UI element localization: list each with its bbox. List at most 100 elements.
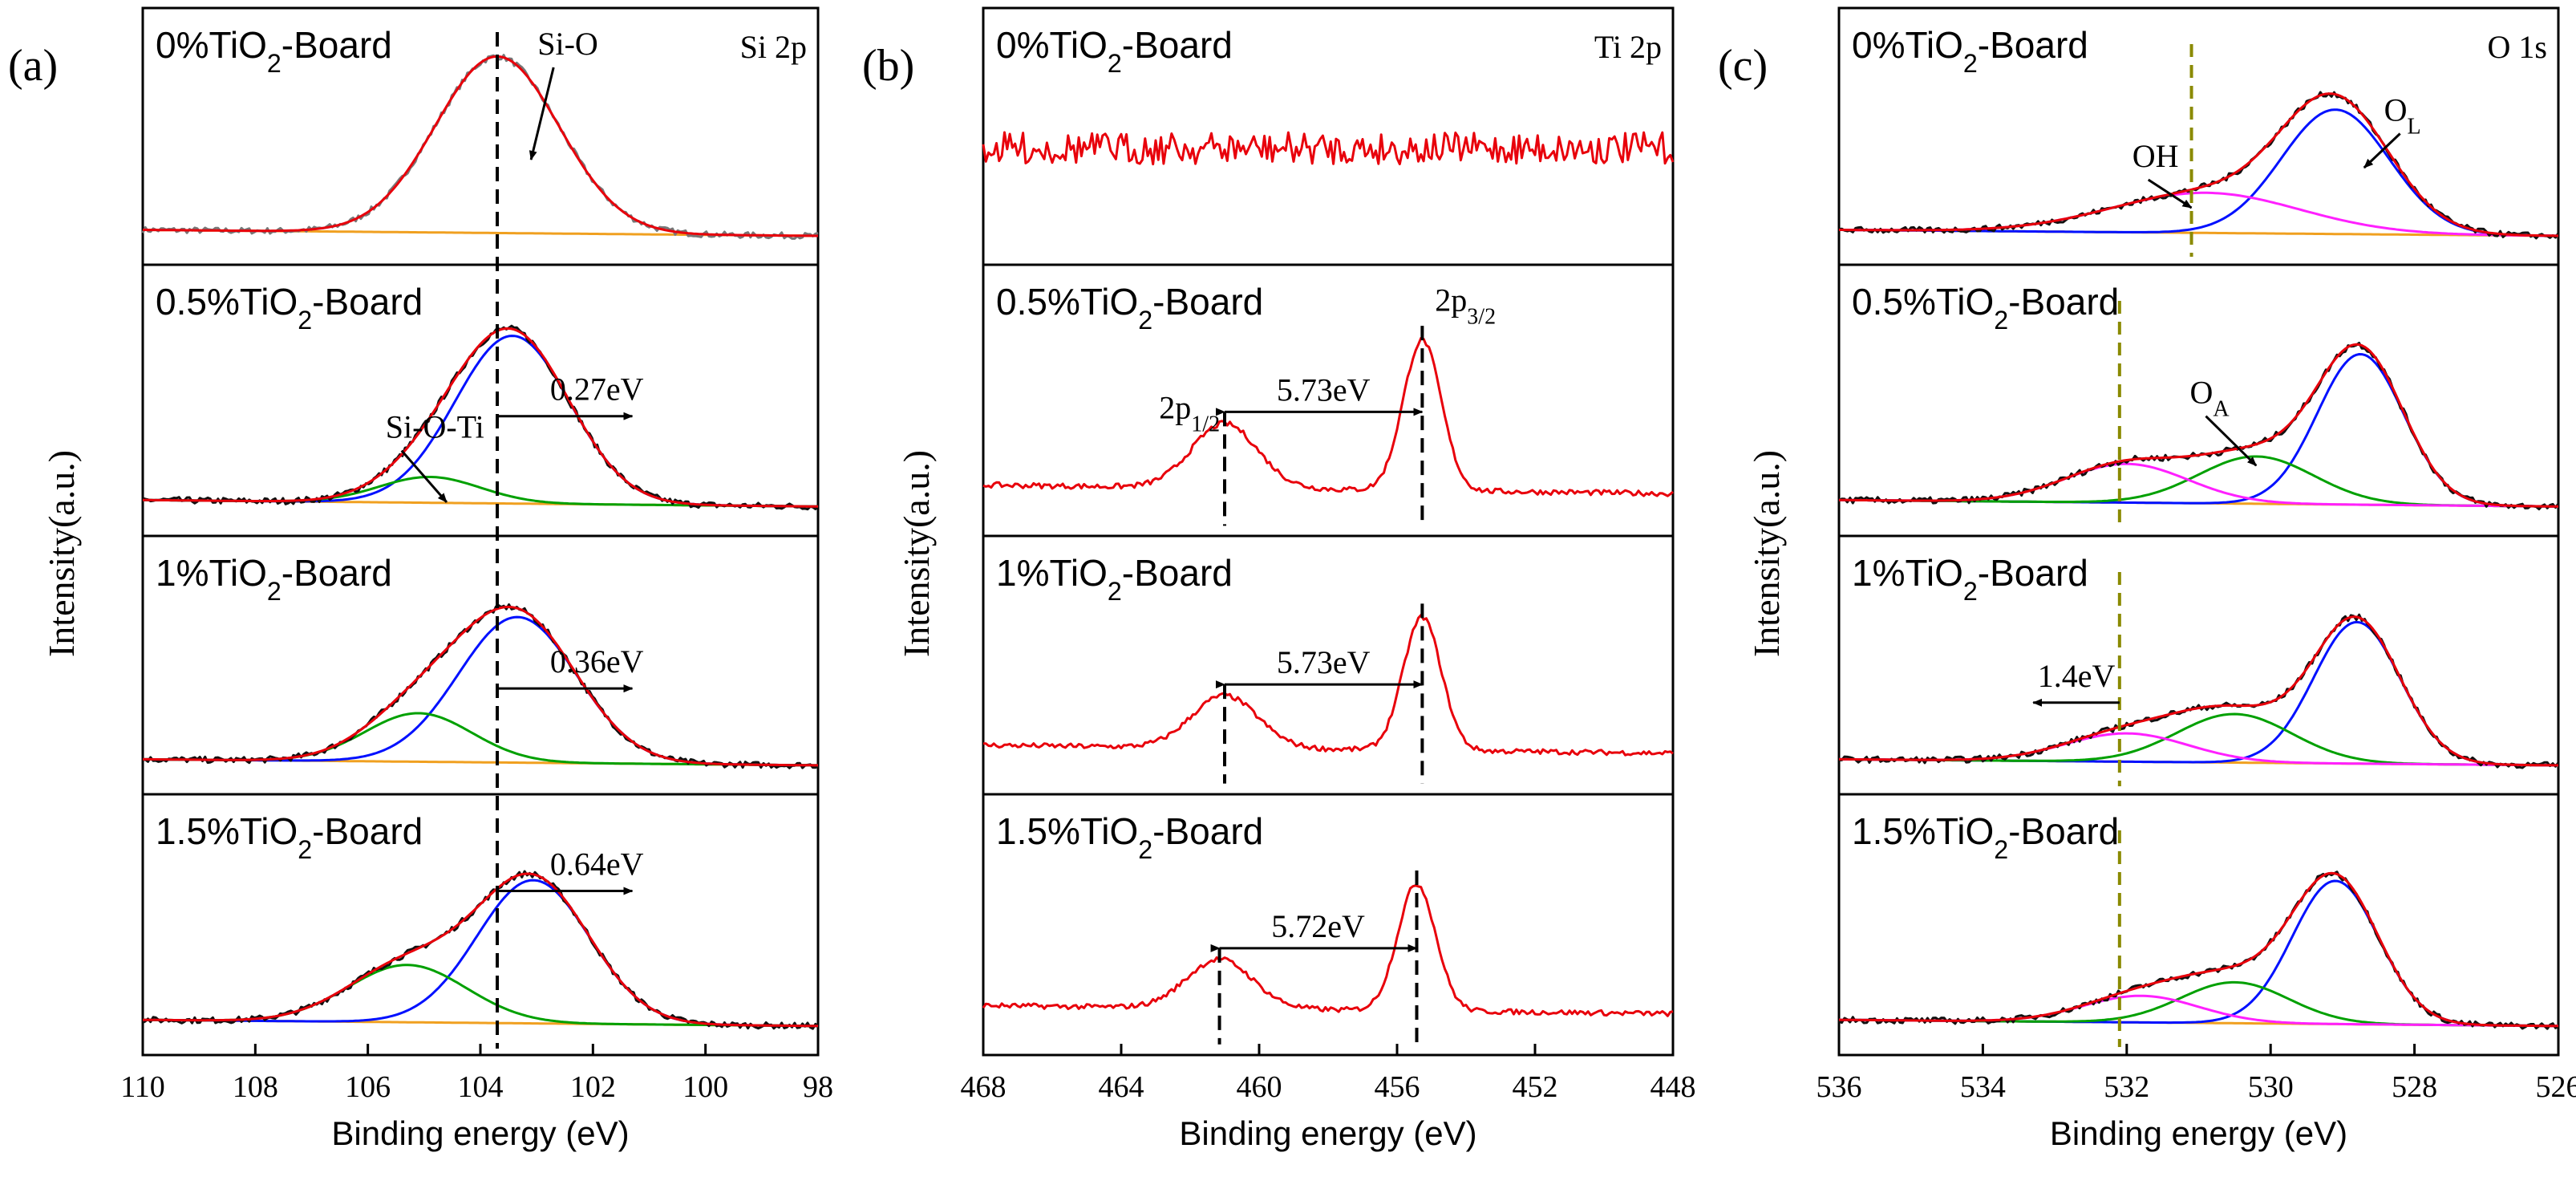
x-tick-label: 452 <box>1513 1070 1558 1104</box>
component-blue-0 <box>1839 620 2558 767</box>
x-tick-label: 526 <box>2536 1070 2576 1104</box>
x-tick-label: 104 <box>458 1070 504 1104</box>
sample-row-c-3: 1.5%TiO2-Board <box>1837 793 2560 1057</box>
envelope-curve <box>143 55 818 237</box>
envelope-curve <box>142 872 818 1028</box>
sample-row-b-1: 0.5%TiO2-Board 5.73eV 2p1/2 2p3/2 <box>982 263 1675 538</box>
sample-row-b-2: 1%TiO2-Board 5.73eV <box>982 534 1675 796</box>
sample-label: 1%TiO2-Board <box>1852 552 2088 606</box>
component-arrow-0 <box>400 449 448 503</box>
sample-row-a-3: 1.5%TiO2-Board 0.64eV <box>141 793 820 1057</box>
sample-label: 1%TiO2-Board <box>996 552 1233 606</box>
component-label-1: OL <box>2384 92 2421 140</box>
orbital-label-0: 2p1/2 <box>1159 389 1220 436</box>
shift-label: 0.36eV <box>550 643 644 680</box>
ti-trace <box>982 884 1674 1017</box>
x-tick-label: 468 <box>961 1070 1007 1104</box>
sample-row-c-2: 1%TiO2-Board 1.4eV <box>1837 534 2560 796</box>
envelope-curve <box>1839 615 2558 767</box>
shift-label: 0.27eV <box>550 371 644 408</box>
panel-a: (a) 0%TiO2-Board Si 2p Si-O 0.5%TiO2-Board 0.… <box>8 6 833 1152</box>
envelope-curve <box>1838 343 2559 508</box>
sample-label: 0%TiO2-Board <box>996 24 1233 78</box>
envelope-curve <box>142 327 819 508</box>
component-label-0: OA <box>2189 375 2230 421</box>
component-blue-0 <box>1839 108 2559 237</box>
sample-label: 0.5%TiO2-Board <box>156 281 423 335</box>
component-label-0: Si-O <box>537 26 598 62</box>
panel-letter-b: (b) <box>862 41 914 91</box>
x-tick-label: 98 <box>803 1070 833 1104</box>
ti-trace <box>982 336 1674 497</box>
split-label: 5.73eV <box>1277 644 1371 680</box>
component-label-0: OH <box>2132 138 2179 174</box>
x-tick-label: 108 <box>233 1070 278 1104</box>
y-axis-label-b: Intensity(a.u.) <box>896 450 937 657</box>
spectrum-tag: O 1s <box>2488 29 2547 65</box>
x-axis-label: Binding energy (eV) <box>1179 1114 1476 1152</box>
x-tick-label: 460 <box>1237 1070 1282 1104</box>
component-arrow-0 <box>529 67 555 160</box>
component-arrow-0 <box>2205 415 2258 467</box>
shift-label: 1.4eV <box>2038 658 2116 694</box>
sample-label: 0.5%TiO2-Board <box>1852 281 2119 335</box>
sample-label: 0.5%TiO2-Board <box>996 281 1263 335</box>
panel-letter-c: (c) <box>1718 41 1768 91</box>
component-green-1 <box>142 964 818 1028</box>
sample-row-b-0: 0%TiO2-Board Ti 2p <box>982 6 1675 266</box>
envelope-curve <box>1838 871 2558 1028</box>
sample-label: 1.5%TiO2-Board <box>1852 810 2119 864</box>
sample-row-c-1: 0.5%TiO2-Board OA <box>1837 263 2560 538</box>
y-axis-label-a: Intensity(a.u.) <box>41 450 82 657</box>
x-tick-label: 528 <box>2392 1070 2437 1104</box>
x-axis-label: Binding energy (eV) <box>331 1114 629 1152</box>
x-tick-label: 456 <box>1375 1070 1420 1104</box>
panel-b: (b) 0%TiO2-Board Ti 2p 0.5%TiO2-Board 5.73eV… <box>862 6 1696 1152</box>
x-tick-label: 530 <box>2248 1070 2294 1104</box>
plot-frame <box>1837 793 2560 1057</box>
sample-label: 0%TiO2-Board <box>156 24 392 78</box>
sample-row-a-0: 0%TiO2-Board Si 2p Si-O <box>141 6 820 266</box>
x-tick-label: 532 <box>2104 1070 2149 1104</box>
panel-letter-a: (a) <box>8 41 58 91</box>
split-label: 5.72eV <box>1271 908 1365 944</box>
raw-trace <box>1838 870 2559 1030</box>
x-tick-label: 110 <box>120 1070 165 1104</box>
raw-trace <box>142 603 819 769</box>
component-label-0: Si-O-Ti <box>386 409 484 445</box>
raw-trace <box>141 54 819 240</box>
spectrum-tag: Ti 2p <box>1594 29 1662 65</box>
sample-row-a-2: 1%TiO2-Board 0.36eV <box>141 534 820 796</box>
component-arrow-1 <box>2363 132 2401 169</box>
envelope-curve <box>143 606 818 767</box>
envelope-curve <box>1839 92 2558 237</box>
component-blue-0 <box>143 615 818 767</box>
x-tick-label: 464 <box>1099 1070 1144 1104</box>
raw-trace <box>1838 613 2560 769</box>
x-tick-label: 448 <box>1651 1070 1696 1104</box>
orbital-label-1: 2p3/2 <box>1435 282 1496 329</box>
plot-frame <box>982 793 1675 1057</box>
spectrum-tag: Si 2p <box>740 29 807 65</box>
split-label: 5.73eV <box>1277 371 1371 408</box>
y-axis-label-c: Intensity(a.u.) <box>1746 450 1787 657</box>
sample-label: 0%TiO2-Board <box>1852 24 2088 78</box>
x-axis-label: Binding energy (eV) <box>2050 1114 2347 1152</box>
raw-trace <box>1838 91 2560 240</box>
component-arrow-0 <box>2147 178 2193 209</box>
sample-row-c-0: 0%TiO2-Board O 1s OH OL <box>1837 6 2560 266</box>
noise-trace <box>982 131 1675 166</box>
component-blue-0 <box>142 879 818 1028</box>
sample-row-b-3: 1.5%TiO2-Board 5.72eV <box>982 793 1675 1057</box>
sample-label: 1%TiO2-Board <box>156 552 392 606</box>
x-tick-label: 534 <box>1960 1070 2006 1104</box>
x-tick-label: 102 <box>570 1070 616 1104</box>
raw-trace <box>142 870 820 1030</box>
shift-label: 0.64eV <box>550 846 644 883</box>
x-tick-label: 106 <box>345 1070 391 1104</box>
x-tick-label: 536 <box>1817 1070 1862 1104</box>
component-blue-0 <box>1839 879 2558 1028</box>
panel-c: (c) 0%TiO2-Board O 1s OH OL 0.5%TiO2-Board OA 1… <box>1718 6 2576 1152</box>
x-tick-label: 100 <box>682 1070 728 1104</box>
